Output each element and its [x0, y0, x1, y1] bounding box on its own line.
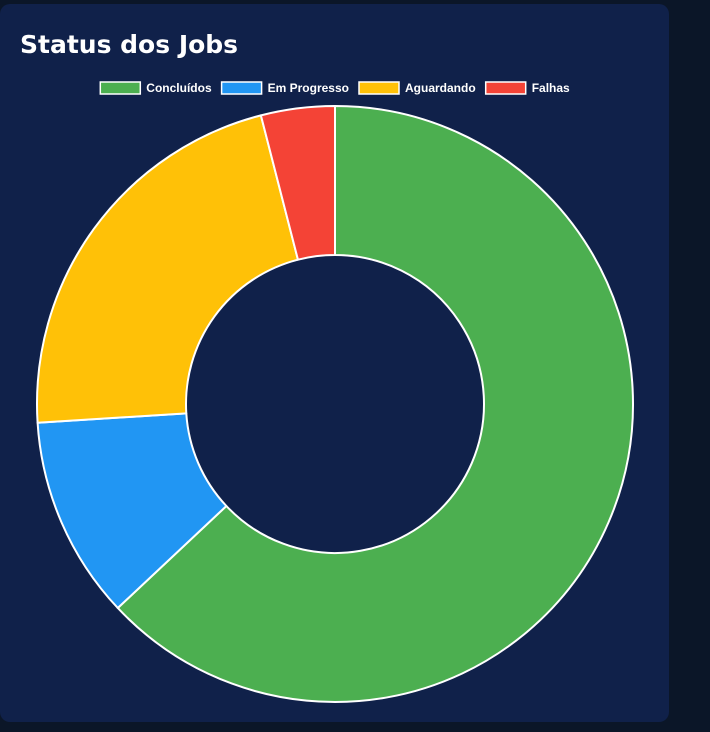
legend-swatch-concluidos: [99, 81, 142, 95]
legend-label-em-progresso: Em Progresso: [268, 81, 349, 95]
slice-aguardando[interactable]: [36, 114, 299, 424]
legend-swatch-falhas: [484, 81, 527, 95]
chart-title: Status dos Jobs: [20, 30, 239, 59]
legend-label-falhas: Falhas: [532, 81, 570, 95]
legend-item-concluidos[interactable]: Concluídos: [99, 81, 212, 95]
legend-item-aguardando[interactable]: Aguardando: [358, 81, 476, 95]
legend-label-concluidos: Concluídos: [146, 81, 212, 95]
slice-falhas[interactable]: [259, 105, 336, 261]
chart-slices: [36, 105, 634, 703]
legend-swatch-aguardando: [358, 81, 400, 95]
slice-concluidos[interactable]: [116, 105, 634, 703]
legend-label-aguardando: Aguardando: [405, 81, 476, 95]
legend-swatch-em-progresso: [220, 81, 263, 95]
legend-item-em-progresso[interactable]: Em Progresso: [220, 81, 349, 95]
chart-legend: Concluídos Em Progresso Aguardando Falhas: [99, 81, 570, 95]
legend-item-falhas[interactable]: Falhas: [484, 81, 570, 95]
